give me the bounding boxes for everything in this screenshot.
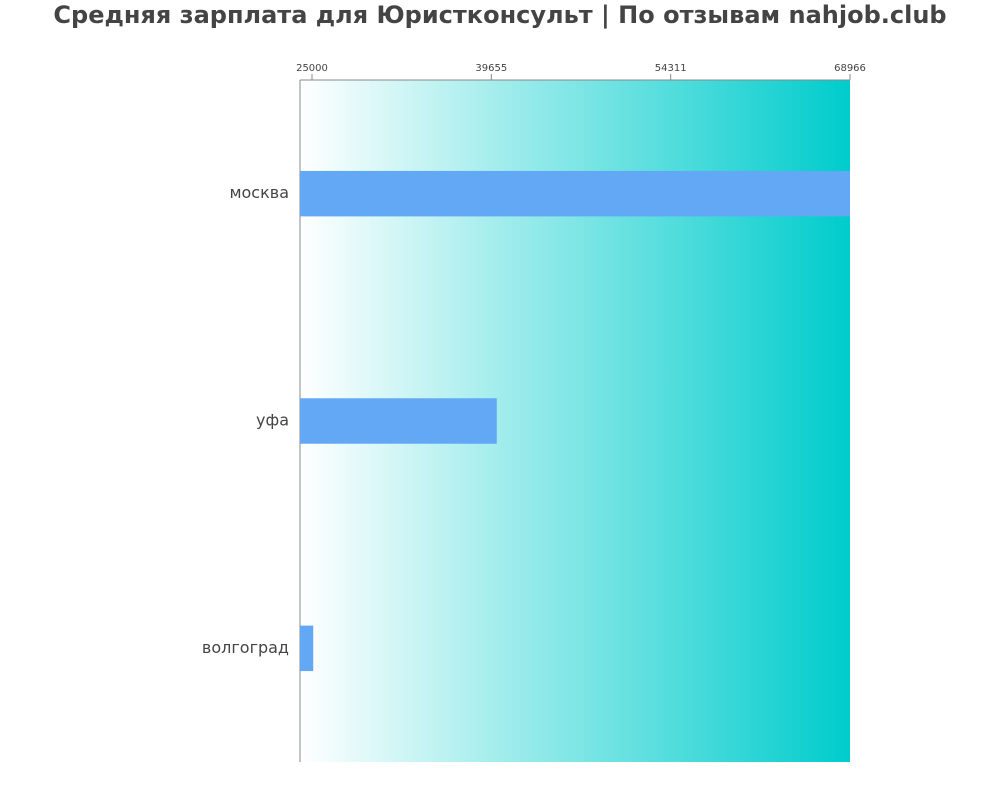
bar bbox=[300, 398, 497, 444]
bar bbox=[300, 625, 314, 672]
chart-title: Средняя зарплата для Юристконсульт | По … bbox=[53, 1, 946, 29]
x-tick-label: 25000 bbox=[296, 63, 328, 74]
y-tick-label: москва bbox=[229, 183, 289, 202]
y-tick-label: уфа bbox=[256, 411, 289, 430]
x-tick-label: 68966 bbox=[834, 63, 866, 74]
x-tick-label: 39655 bbox=[475, 63, 507, 74]
bar bbox=[300, 170, 850, 217]
x-tick-label: 54311 bbox=[655, 63, 687, 74]
y-tick-label: волгоград bbox=[202, 638, 289, 657]
